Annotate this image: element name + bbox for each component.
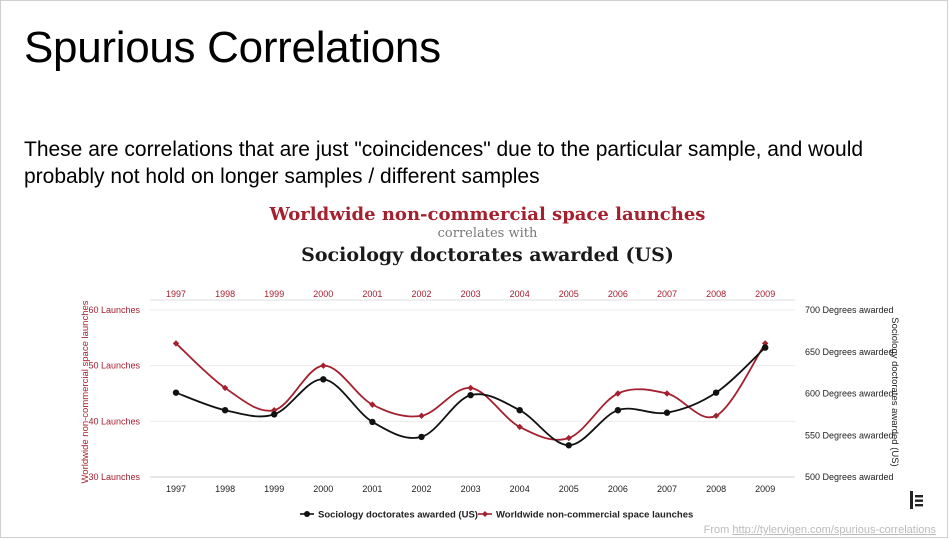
x-bottom-tick-label: 1998 [215,484,235,494]
legend-label: Sociology doctorates awarded (US) [318,510,478,521]
source-link[interactable]: http://tylervigen.com/spurious-correlati… [732,524,936,536]
data-point [369,401,376,408]
data-point [271,411,278,418]
x-top-tick-label: 2002 [411,289,431,299]
data-point [614,407,622,414]
data-point [712,389,720,396]
slide-title: Spurious Correlations [24,23,441,72]
x-bottom-tick-label: 2002 [411,484,431,494]
source-prefix: From [703,524,733,536]
y-right-tick-label: 650 Degrees awarded [805,347,894,357]
data-point [712,412,720,419]
x-top-tick-label: 2008 [706,289,726,299]
data-point [320,362,327,369]
y-left-tick-label: 60 Launches [88,305,140,315]
x-bottom-tick-label: 1997 [166,484,186,494]
y-left-tick-label: 30 Launches [88,472,140,482]
y-right-tick-label: 550 Degrees awarded [805,430,894,440]
data-point [172,389,180,396]
x-top-tick-label: 2003 [461,289,481,299]
presentation-logo-icon [910,491,923,509]
data-point [663,409,671,416]
data-point [418,412,425,419]
x-bottom-tick-label: 1999 [264,484,284,494]
x-top-tick-label: 1998 [215,289,235,299]
x-top-tick-label: 2000 [313,289,333,299]
data-point [565,434,572,442]
data-point [614,390,622,397]
x-bottom-tick-label: 2000 [313,484,333,494]
x-top-tick-label: 2009 [755,289,775,299]
data-point [516,423,523,431]
x-bottom-tick-label: 2008 [706,484,726,494]
x-top-tick-label: 2007 [657,289,677,299]
x-top-tick-label: 1999 [264,289,284,299]
data-point [221,384,229,392]
data-point [467,391,474,399]
slide-description: These are correlations that are just "co… [24,138,864,188]
source-credit[interactable]: From http://tylervigen.com/spurious-corr… [704,524,936,536]
data-point [172,340,180,347]
chart-title-connector: correlates with [437,226,538,241]
y-right-tick-label: 700 Degrees awarded [805,305,894,315]
y-right-axis-label: Sociology doctorates awarded (US) [889,317,900,466]
x-top-tick-label: 2001 [362,289,382,299]
legend-swatch-marker [304,511,310,517]
chart-title-series-b: Sociology doctorates awarded (US) [301,244,674,266]
y-right-tick-label: 500 Degrees awarded [805,472,894,482]
x-top-tick-label: 2006 [608,289,628,299]
data-point [762,340,769,347]
data-point [565,442,572,449]
x-bottom-tick-label: 2004 [510,484,530,494]
data-point [369,418,376,426]
x-bottom-tick-label: 2001 [362,484,382,494]
chart-title-series-a: Worldwide non-commercial space launches [269,204,706,225]
x-bottom-tick-label: 2005 [559,484,579,494]
y-left-tick-label: 40 Launches [88,416,140,426]
x-bottom-tick-label: 2003 [461,484,481,494]
y-left-tick-label: 50 Launches [88,361,140,371]
legend-swatch-marker [482,511,488,517]
x-top-tick-label: 1997 [166,289,186,299]
x-top-tick-label: 2004 [510,289,530,299]
data-point [663,390,671,397]
x-bottom-tick-label: 2006 [608,484,628,494]
y-right-tick-label: 600 Degrees awarded [805,389,894,399]
data-point [516,407,523,414]
series-line [175,342,766,441]
x-bottom-tick-label: 2009 [755,484,775,494]
data-point [467,384,474,392]
data-point [418,433,425,441]
data-point [221,407,229,414]
legend-label: Worldwide non-commercial space launches [496,510,693,521]
data-point [320,376,327,383]
data-point [762,344,769,351]
x-top-tick-label: 2005 [559,289,579,299]
y-left-axis-label: Worldwide non-commercial space launches [80,300,91,483]
x-bottom-tick-label: 2007 [657,484,677,494]
